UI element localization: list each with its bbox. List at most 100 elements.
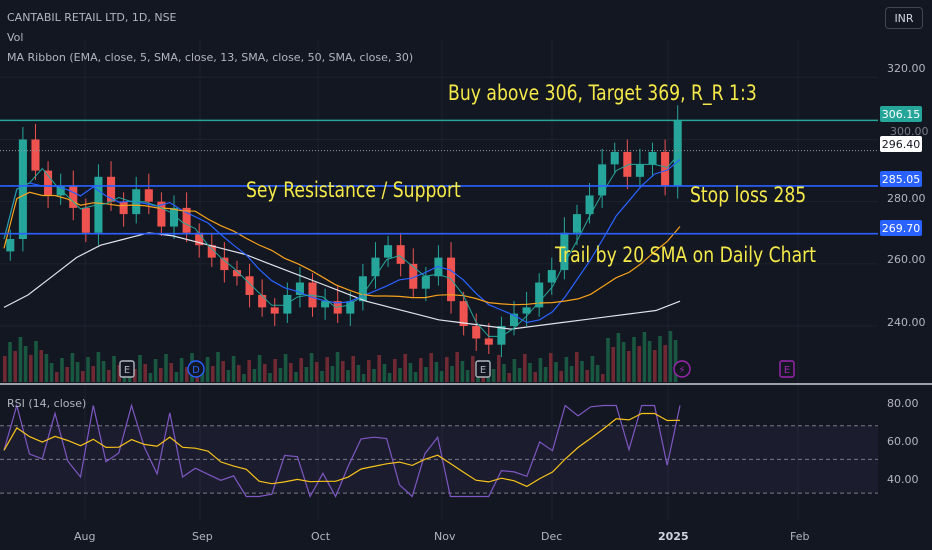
currency-button[interactable]: INR xyxy=(885,7,923,29)
volume-bar xyxy=(632,337,636,382)
volume-bar xyxy=(419,358,423,382)
volume-bar xyxy=(502,364,506,382)
volume-bar xyxy=(81,371,85,382)
volume-bar xyxy=(200,371,205,382)
candle-body xyxy=(56,186,65,196)
x-tick-label: Oct xyxy=(311,530,331,543)
volume-bar xyxy=(377,355,381,382)
x-tick-label: 2025 xyxy=(658,530,689,543)
volume-bar xyxy=(179,358,184,382)
candle-body xyxy=(44,170,53,196)
volume-bar xyxy=(616,333,621,382)
candle-body xyxy=(270,307,279,314)
candle-body xyxy=(144,189,153,202)
rsi-band xyxy=(0,425,878,494)
volume-bar xyxy=(283,354,288,382)
volume-bar xyxy=(382,364,387,382)
volume-bar xyxy=(543,367,548,382)
last-price-tag[interactable]: 296.40 xyxy=(880,136,922,152)
level-tag-285[interactable]: 285.05 xyxy=(880,171,922,187)
event-marker-earnings xyxy=(475,360,491,378)
volume-bar xyxy=(517,368,522,382)
annotation-stoploss[interactable]: Stop loss 285 xyxy=(690,183,807,207)
candle-body xyxy=(509,313,519,327)
candle-body xyxy=(346,301,355,314)
volume-bar xyxy=(159,368,163,382)
volume-bar xyxy=(533,372,537,382)
annotation-trail[interactable]: Trail by 20 SMA on Daily Chart xyxy=(555,243,816,267)
event-marker-label: D xyxy=(192,365,200,376)
volume-bar xyxy=(569,366,574,382)
annotation-buy[interactable]: Buy above 306, Target 369, R_R 1:3 xyxy=(448,81,757,105)
volume-bar xyxy=(372,369,376,382)
volume-bar xyxy=(91,366,95,382)
sma-13-line xyxy=(3,159,681,324)
volume-bar xyxy=(174,372,179,382)
rsi-ma-line xyxy=(3,412,681,488)
volume-bar xyxy=(658,336,662,382)
rsi-legend[interactable]: RSI (14, close) xyxy=(7,397,87,410)
candle-body xyxy=(522,307,531,314)
rsi-tick-label: 80.00 xyxy=(887,397,919,410)
volume-bar xyxy=(611,347,615,382)
volume-bar xyxy=(216,352,220,382)
candle-body xyxy=(182,207,191,233)
volume-bar xyxy=(512,359,517,382)
volume-bar xyxy=(185,367,189,382)
event-marker-earnings xyxy=(779,360,795,378)
candle-body xyxy=(598,164,607,196)
event-marker-label: E xyxy=(784,365,790,376)
candle-body xyxy=(661,151,670,187)
volume-bar xyxy=(133,369,137,382)
y-tick-label: 300.00 xyxy=(890,125,929,138)
volume-bar xyxy=(673,340,678,382)
volume-bar xyxy=(299,358,303,382)
volume-bar xyxy=(325,357,329,382)
volume-bar xyxy=(3,356,7,382)
candle-body xyxy=(321,301,330,308)
y-tick-label: 280.00 xyxy=(887,192,926,205)
volume-bar xyxy=(309,353,314,382)
candle-body xyxy=(358,276,367,302)
candle-body xyxy=(119,201,128,215)
volume-bar xyxy=(361,374,366,382)
candle-body xyxy=(535,282,544,308)
annotation-resistance[interactable]: Sey Resistance / Support xyxy=(246,178,461,202)
candle-body xyxy=(207,245,216,258)
volume-bar xyxy=(663,345,667,382)
rsi-line xyxy=(3,403,681,499)
candle-body xyxy=(497,326,506,345)
candle-body xyxy=(635,164,644,177)
volume-bar xyxy=(439,371,444,382)
volume-bar xyxy=(642,332,647,382)
level-tag-269[interactable]: 269.70 xyxy=(880,220,922,236)
volume-bar xyxy=(263,364,267,382)
volume-bar xyxy=(294,372,298,382)
volume-bar xyxy=(221,361,225,382)
volume-bar xyxy=(70,353,75,382)
volume-legend[interactable]: Vol xyxy=(7,31,24,44)
candle-body xyxy=(31,139,40,171)
volume-bar xyxy=(455,352,459,382)
volume-bar xyxy=(315,362,319,382)
ma-ribbon-legend[interactable]: MA Ribbon (EMA, close, 5, SMA, close, 13… xyxy=(7,51,414,64)
level-tag-306[interactable]: 306.15 xyxy=(880,106,922,122)
volume-bar xyxy=(205,357,210,382)
volume-bar xyxy=(320,371,324,382)
candle-body xyxy=(107,176,116,202)
volume-bar xyxy=(590,356,595,382)
volume-bar xyxy=(96,352,101,382)
volume-bar xyxy=(211,366,215,382)
volume-bar xyxy=(278,368,283,382)
volume-bar xyxy=(86,357,90,382)
candle-body xyxy=(585,195,594,215)
volume-bar xyxy=(335,352,340,382)
volume-bar xyxy=(107,370,111,382)
volume-bar xyxy=(564,357,569,382)
candle-body xyxy=(560,232,569,271)
rsi-tick-label: 40.00 xyxy=(887,473,919,486)
volume-bar xyxy=(55,372,59,382)
volume-bar xyxy=(112,356,116,382)
candle-body xyxy=(195,232,204,246)
